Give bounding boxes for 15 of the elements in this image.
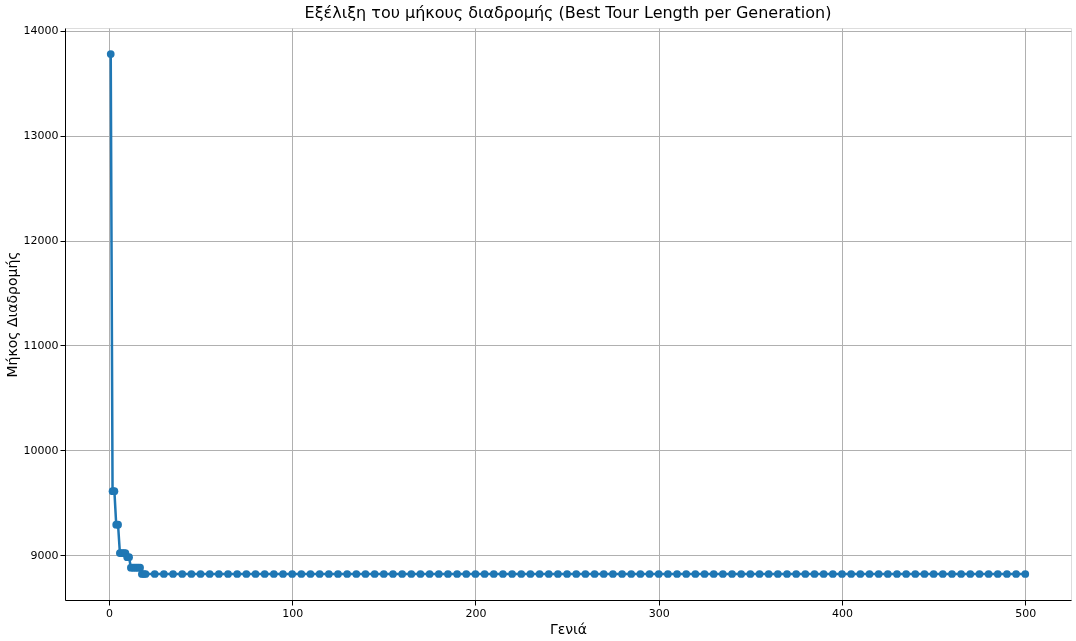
- y-tick-label: 12000: [23, 234, 59, 248]
- chart-title: Εξέλιξη του μήκους διαδρομής (Best Tour Length per Generation): [304, 2, 832, 22]
- x-axis-title: Γενιά: [549, 620, 588, 637]
- y-tick-label: 11000: [23, 338, 59, 352]
- x-tick-label: 0: [105, 606, 113, 620]
- y-tick-label: 14000: [23, 24, 59, 38]
- x-tick-label: 100: [282, 606, 304, 620]
- y-axis-title: Μήκος Διαδρομής: [3, 251, 20, 378]
- x-tick-label: 300: [648, 606, 670, 620]
- x-tick-label: 400: [832, 606, 853, 620]
- y-tick-label: 9000: [30, 548, 59, 562]
- x-tick-label: 500: [1015, 606, 1037, 620]
- y-tick-label: 13000: [23, 129, 59, 143]
- x-tick-label: 200: [465, 606, 487, 620]
- y-tick-label: 10000: [23, 443, 59, 457]
